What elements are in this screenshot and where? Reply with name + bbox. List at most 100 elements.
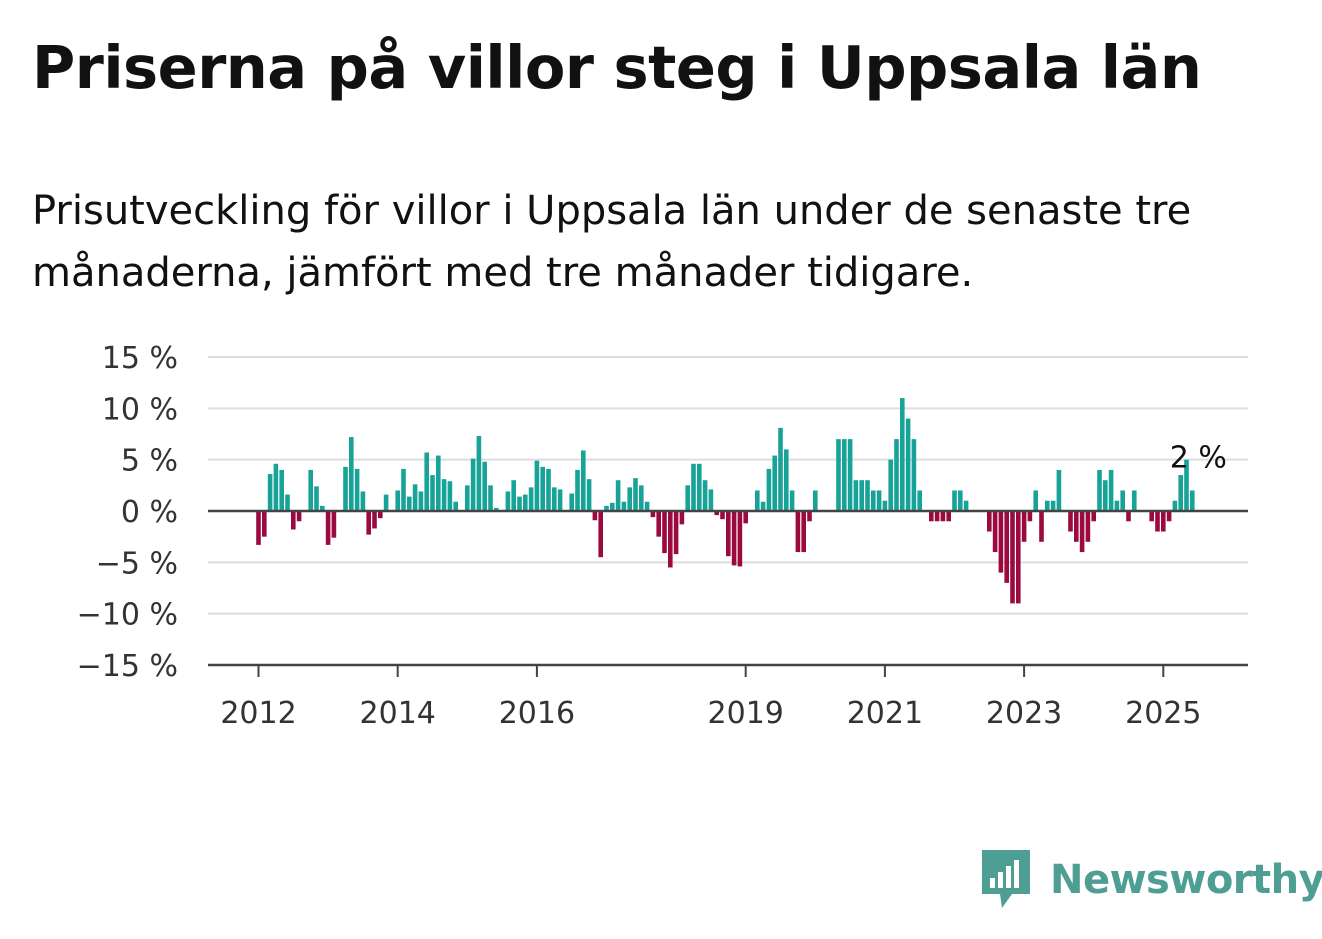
bar xyxy=(708,489,714,511)
bar xyxy=(447,481,453,511)
bar xyxy=(789,490,795,511)
bar-series xyxy=(256,398,1195,604)
bar xyxy=(755,490,760,511)
bar xyxy=(569,493,574,511)
bar xyxy=(424,452,429,511)
bar xyxy=(737,511,743,567)
bar xyxy=(383,494,389,511)
bar xyxy=(256,511,261,545)
bar xyxy=(1120,490,1125,511)
bar xyxy=(366,511,371,535)
bar xyxy=(372,511,377,529)
bar xyxy=(262,511,267,537)
bar xyxy=(1021,511,1027,542)
bar xyxy=(598,511,603,558)
bar xyxy=(685,485,690,511)
bar xyxy=(470,458,476,511)
bar xyxy=(633,478,638,511)
bar xyxy=(662,511,667,554)
bar xyxy=(1166,511,1172,522)
bar xyxy=(842,439,847,511)
bar xyxy=(911,439,917,511)
bar xyxy=(691,463,696,511)
x-tick-label: 2016 xyxy=(499,696,575,731)
bar xyxy=(1004,511,1009,583)
bar xyxy=(320,505,325,511)
bar xyxy=(1010,511,1015,604)
bar xyxy=(378,511,383,519)
bar xyxy=(557,489,563,511)
bar xyxy=(853,480,859,511)
bar xyxy=(349,437,354,511)
bar xyxy=(1126,511,1131,522)
y-tick-label: 5 % xyxy=(121,444,178,479)
bar xyxy=(784,449,789,511)
bar xyxy=(801,511,806,553)
bar xyxy=(650,511,656,518)
x-tick-label: 2025 xyxy=(1125,696,1201,731)
bar xyxy=(1039,511,1044,542)
bar xyxy=(963,500,969,511)
bar xyxy=(343,466,348,511)
bar xyxy=(511,480,516,511)
bar xyxy=(731,511,737,566)
bar xyxy=(505,491,511,511)
newsworthy-logo-icon xyxy=(982,850,1030,908)
bar xyxy=(395,490,400,511)
bar xyxy=(575,469,580,511)
chart-subtitle: Prisutveckling för villor i Uppsala län … xyxy=(32,188,1192,296)
bar xyxy=(673,511,679,555)
bar xyxy=(668,511,673,568)
bar xyxy=(1033,490,1038,511)
bar xyxy=(615,480,621,511)
bar xyxy=(1027,511,1033,522)
bar xyxy=(760,501,766,511)
bar xyxy=(453,501,458,511)
bar xyxy=(900,398,905,511)
bar xyxy=(621,501,627,511)
bar xyxy=(1074,511,1079,542)
bar xyxy=(656,511,661,537)
bar xyxy=(917,490,922,511)
bar xyxy=(1178,475,1183,511)
bar xyxy=(279,469,284,511)
bar xyxy=(1050,500,1056,511)
bar xyxy=(540,466,545,511)
bar xyxy=(1172,500,1178,511)
y-tick-label: −10 % xyxy=(77,598,178,633)
bar xyxy=(528,487,534,511)
bar xyxy=(726,511,731,557)
bar xyxy=(610,502,615,511)
bar xyxy=(772,455,777,511)
bar xyxy=(871,490,876,511)
bar xyxy=(992,511,998,553)
bar xyxy=(1161,511,1166,532)
y-axis: 15 % 10 % 5 % 0 % −5 % −10 % −15 % xyxy=(77,341,178,684)
y-tick-label: 10 % xyxy=(102,392,178,427)
bar xyxy=(273,463,279,511)
bar xyxy=(644,501,650,511)
bar xyxy=(743,511,748,524)
latest-value-label: 2 % xyxy=(1170,441,1227,476)
bar xyxy=(865,480,870,511)
bar xyxy=(1091,511,1096,522)
bar xyxy=(581,450,586,511)
bar xyxy=(894,439,899,511)
bar xyxy=(1016,511,1021,604)
bar xyxy=(1056,469,1062,511)
bar xyxy=(836,439,841,511)
bar xyxy=(494,507,499,511)
bar xyxy=(807,511,812,522)
bar xyxy=(795,511,801,553)
bar xyxy=(331,511,337,538)
bar xyxy=(627,487,632,511)
bar xyxy=(1068,511,1073,532)
bar xyxy=(523,494,528,511)
bar xyxy=(1045,500,1050,511)
bar xyxy=(476,436,482,511)
y-tick-label: −5 % xyxy=(96,546,178,581)
bar xyxy=(488,485,493,511)
bar xyxy=(546,468,551,511)
bar xyxy=(958,490,963,511)
bar xyxy=(412,484,418,511)
